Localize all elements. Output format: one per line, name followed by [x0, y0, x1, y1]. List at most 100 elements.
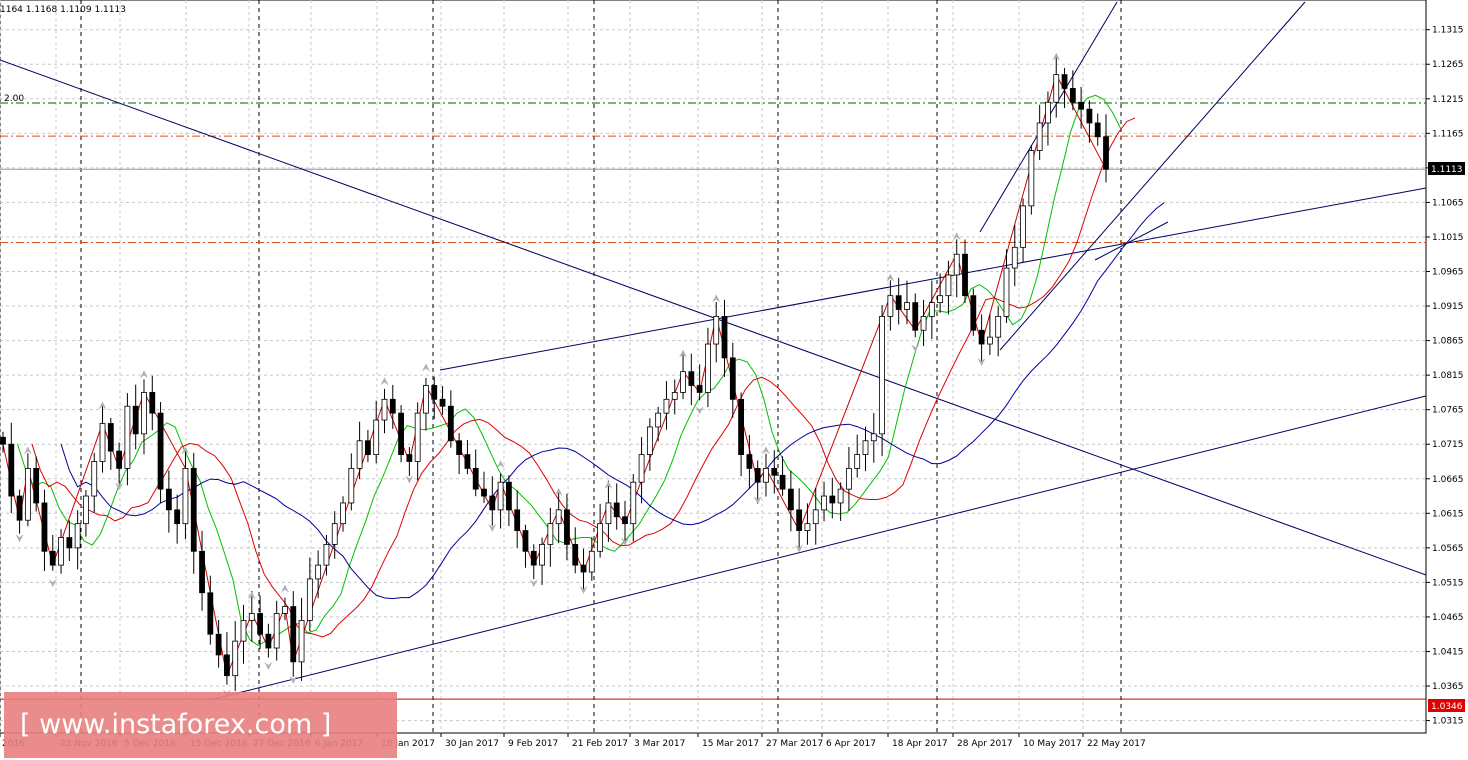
candle-body [149, 392, 156, 414]
candle-body [787, 488, 794, 511]
candle-body [547, 523, 554, 545]
fractal-up-arrow [247, 591, 256, 600]
candle-body [1036, 122, 1043, 152]
candle-body [124, 405, 131, 469]
candle-body [655, 412, 662, 428]
candle-body [257, 613, 263, 635]
candle-body [854, 454, 861, 469]
candle-body [804, 523, 811, 531]
candle-body [107, 423, 114, 452]
fractal-arrows [15, 52, 1061, 698]
candle-body [1045, 101, 1051, 124]
candlesticks [0, 55, 1109, 692]
candle-body [331, 523, 338, 545]
candle-body [622, 516, 628, 525]
candle-body [472, 468, 479, 490]
candle-body [597, 523, 604, 552]
trendline [209, 395, 1427, 701]
candle-body [978, 329, 985, 345]
candle-body [696, 385, 703, 393]
x-tick-label: 28 Apr 2017 [957, 739, 1013, 749]
fractal-up-arrow [554, 487, 563, 496]
y-tick-label: 1.0715 [1432, 440, 1464, 450]
y-tick-label: 1.1265 [1432, 60, 1464, 70]
candle-body [141, 392, 147, 435]
candle-body [530, 550, 537, 566]
candle-body [887, 295, 894, 317]
watermark: [ www.instaforex.com ] [4, 692, 397, 758]
candle-body [356, 440, 363, 469]
candle-body [58, 537, 64, 566]
fractal-up-arrow [886, 273, 895, 282]
candle-body [771, 468, 778, 476]
grid [0, 0, 1426, 733]
candle-body [721, 316, 728, 359]
candle-body [846, 468, 852, 490]
candle-body [588, 550, 595, 573]
candle-body [489, 495, 496, 511]
candle-body [389, 398, 396, 414]
fractal-down-arrow [795, 544, 804, 553]
candle-body [298, 619, 305, 663]
x-tick-label: 9 Feb 2017 [508, 739, 558, 749]
candle-body [1020, 205, 1026, 248]
candle-body [456, 440, 463, 455]
ma-mid-line [31, 117, 1136, 638]
candle-body [829, 495, 836, 504]
candle-body [224, 654, 230, 677]
fractal-down-arrow [15, 534, 24, 543]
candle-body [439, 398, 446, 407]
candle-body [937, 295, 944, 303]
candle-body [373, 419, 380, 455]
fractal-up-arrow [23, 446, 32, 455]
candle-body [729, 357, 736, 400]
fractal-up-arrow [952, 232, 961, 241]
candle-body [290, 606, 297, 663]
trendline [439, 187, 1427, 371]
trendline [0, 59, 1427, 576]
candle-body [904, 302, 910, 310]
candle-body [539, 543, 545, 566]
candle-body [447, 405, 454, 442]
candle-body [199, 550, 205, 594]
trendlines [0, 1, 1427, 701]
candle-body [174, 509, 181, 525]
candle-body [1061, 74, 1068, 89]
y-tick-label: 1.0765 [1432, 406, 1464, 416]
candle-body [920, 316, 927, 331]
candle-body [1003, 267, 1010, 317]
candle-body [365, 440, 371, 455]
candle-body [66, 537, 73, 549]
fractal-down-arrow [753, 496, 762, 505]
fractal-up-arrow [421, 363, 430, 372]
fractal-up-arrow [761, 446, 770, 455]
candle-body [273, 613, 280, 649]
candle-body [945, 274, 952, 297]
candle-body [481, 488, 487, 497]
candle-body [24, 468, 31, 521]
x-tick-label: 3 Mar 2017 [634, 739, 685, 749]
candle-body [8, 443, 15, 497]
candle-body [1094, 122, 1101, 138]
candle-body [215, 633, 222, 656]
candle-body [671, 392, 678, 400]
x-tick-label: 10 May 2017 [1023, 739, 1082, 749]
candle-body [41, 502, 48, 552]
candle-body [497, 481, 504, 511]
candle-body [572, 543, 579, 566]
candle-body [464, 454, 471, 469]
trendline [1094, 221, 1169, 261]
candle-body [796, 509, 803, 531]
candle-body [928, 302, 935, 317]
fractal-down-arrow [115, 482, 124, 491]
candle-body [605, 502, 612, 525]
candle-body [1028, 150, 1035, 207]
candle-body [870, 433, 877, 442]
candle-body [348, 468, 355, 504]
candle-body [738, 398, 744, 455]
candle-body [99, 423, 106, 462]
y-tick-label: 1.0615 [1432, 509, 1464, 519]
candle-body [812, 509, 819, 525]
fractal-down-arrow [48, 579, 57, 588]
